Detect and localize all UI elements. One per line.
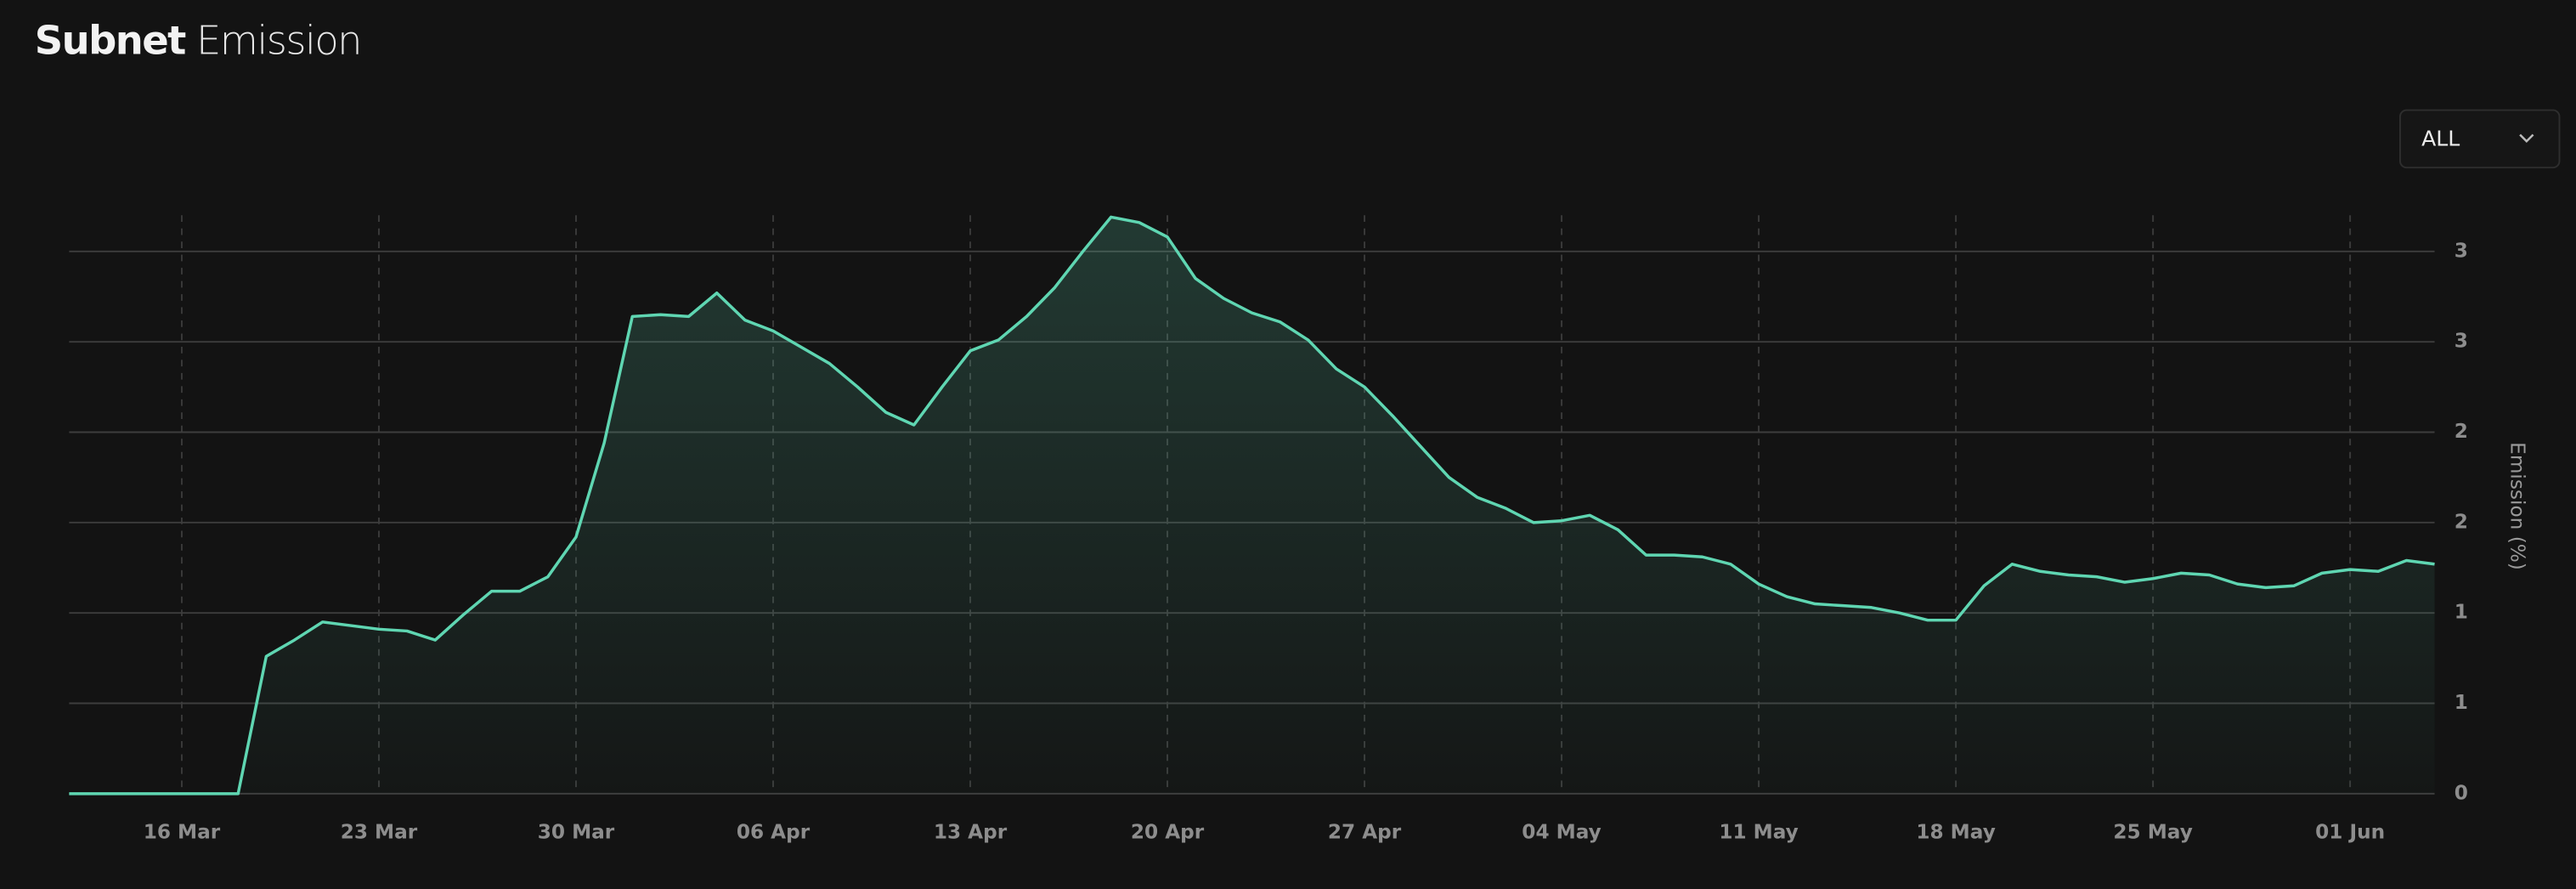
x-tick-label: 27 Apr <box>1328 821 1402 844</box>
x-tick-label: 06 Apr <box>737 821 811 844</box>
dropdown-box[interactable] <box>2398 109 2561 169</box>
title-strong: Subnet <box>35 17 186 63</box>
y-tick-label: 3 <box>2455 239 2468 262</box>
y-axis-label: Emission (%) <box>2506 442 2529 570</box>
y-tick-label: 1 <box>2455 691 2468 714</box>
x-tick-label: 30 Mar <box>538 821 615 844</box>
chevron <box>2519 133 2534 144</box>
x-tick-label: 20 Apr <box>1131 821 1205 844</box>
title-light: Emission <box>196 17 361 63</box>
area-fill <box>69 217 2435 794</box>
line <box>69 215 2435 796</box>
x-tick-label: 16 Mar <box>144 821 221 844</box>
x-tick-label: 18 May <box>1916 821 1995 844</box>
range-dropdown[interactable]: ALL <box>2398 109 2561 169</box>
y-tick-label: 3 <box>2455 330 2468 353</box>
y-tick-label: 1 <box>2455 601 2468 624</box>
x-tick-label: 13 Apr <box>934 821 1008 844</box>
x-tick-label: 11 May <box>1719 821 1798 844</box>
y-tick-label: 0 <box>2455 781 2468 804</box>
dropdown-label[interactable]: ALL <box>2421 126 2460 150</box>
y-tick-label: 2 <box>2455 420 2468 443</box>
x-tick-label: 01 Jun <box>2315 821 2385 844</box>
x-tick-label: 25 May <box>2113 821 2192 844</box>
x-tick-label: 04 May <box>1522 821 1601 844</box>
x-tick-label: 23 Mar <box>341 821 418 844</box>
chart-title: Subnet Emission <box>35 17 361 63</box>
y-tick-label: 2 <box>2455 510 2468 533</box>
